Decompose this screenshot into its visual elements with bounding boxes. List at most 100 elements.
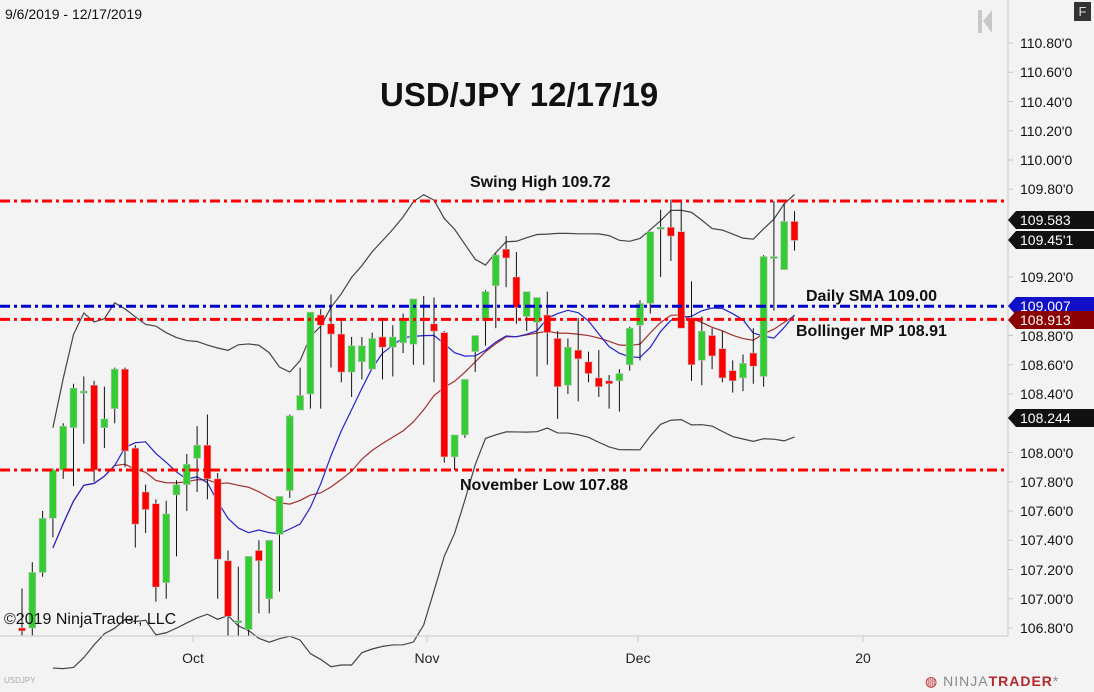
y-tick-label: 107.00'0 [1020, 590, 1074, 607]
y-tick-label: 110.00'0 [1020, 152, 1073, 168]
candle [502, 236, 510, 288]
candle [141, 484, 150, 533]
candle [430, 297, 438, 383]
instrument-label: USDJPY [4, 676, 36, 685]
price-tag: 108.244 [1008, 409, 1094, 427]
candle [265, 539, 274, 614]
ninjatrader-logo: ◍ NINJATRADER* [925, 673, 1060, 689]
y-tick-label: 106.80'0 [1020, 620, 1074, 636]
candle [770, 200, 778, 311]
y-tick-label: 110.20'0 [1020, 122, 1073, 139]
candle [646, 231, 655, 314]
y-tick-label: 107.60'0 [1020, 503, 1074, 519]
y-tick-label: 108.80'0 [1020, 327, 1074, 344]
x-tick-label: 20 [855, 650, 871, 666]
chart-title: USD/JPY 12/17/19 [380, 76, 659, 113]
candle [69, 383, 78, 487]
candle [409, 298, 418, 365]
candle [522, 291, 531, 332]
level-annotation: November Low 107.88 [460, 477, 629, 494]
candle [543, 291, 552, 365]
candle [749, 328, 758, 384]
candle [708, 328, 716, 370]
candle [491, 253, 500, 329]
candle [594, 350, 603, 397]
candle [193, 426, 201, 492]
candle [285, 414, 294, 498]
candle [440, 331, 449, 463]
level-annotation: Swing High 109.72 [470, 174, 611, 191]
level-annotation: Daily SMA 109.00 [806, 288, 938, 305]
candle [316, 309, 325, 409]
y-tick-label: 108.40'0 [1020, 386, 1074, 402]
candle [625, 326, 634, 371]
candle [368, 332, 377, 370]
candle [790, 211, 799, 251]
y-tick-label: 109.20'0 [1020, 269, 1074, 285]
candle [584, 351, 593, 383]
candle [183, 453, 191, 511]
candle [275, 496, 284, 592]
candle [347, 336, 356, 397]
skip-back-icon[interactable] [978, 10, 992, 33]
candle [533, 297, 541, 377]
candle [172, 480, 181, 557]
candle [255, 540, 263, 614]
candle [677, 199, 686, 329]
candle [667, 199, 675, 261]
candle [296, 367, 304, 411]
candle [718, 331, 727, 383]
candle [574, 317, 583, 402]
candle [90, 380, 98, 482]
candle [564, 338, 572, 394]
candle [780, 203, 789, 270]
candle [234, 566, 243, 636]
candle [378, 317, 387, 380]
logo-icon: ◍ [925, 673, 939, 689]
y-tick-label: 108.00'0 [1020, 444, 1074, 461]
y-tick-label: 110.40'0 [1020, 93, 1073, 110]
candle [388, 325, 397, 377]
candle [100, 386, 109, 449]
y-tick-label: 110.60'0 [1020, 64, 1073, 81]
candle [131, 445, 140, 548]
candle [28, 562, 37, 636]
y-tick-label: 107.40'0 [1020, 532, 1074, 549]
candle [337, 317, 346, 383]
candle [203, 414, 212, 500]
candle [358, 336, 366, 380]
candle [80, 376, 88, 444]
candle [605, 374, 613, 409]
candle [38, 511, 47, 577]
y-tick-label: 109.80'0 [1020, 181, 1074, 198]
candle [450, 434, 459, 471]
bollinger-lower [52, 419, 795, 670]
candle [687, 281, 696, 381]
candle [656, 209, 665, 277]
price-tag: 109.583 [1008, 211, 1094, 229]
y-tick-label: 107.20'0 [1020, 561, 1074, 578]
price-tag: 109.007 [1008, 297, 1094, 315]
candle [636, 300, 644, 361]
copyright: ©2019 NinjaTrader, LLC [4, 611, 177, 628]
level-annotation: Bollinger MP 108.91 [796, 323, 947, 340]
candle [162, 500, 170, 599]
y-tick-label: 108.60'0 [1020, 356, 1074, 373]
f-button[interactable]: F [1074, 2, 1091, 21]
candle [306, 311, 315, 409]
candle [121, 367, 129, 468]
candle [213, 472, 222, 599]
candle [49, 468, 57, 538]
candle [224, 550, 232, 636]
candle [739, 354, 747, 392]
x-tick-label: Dec [625, 650, 651, 666]
x-tick-label: Nov [414, 650, 440, 666]
candle [461, 379, 469, 438]
price-tag: 109.45'1 [1008, 231, 1094, 249]
candle [728, 360, 737, 393]
candle [152, 499, 160, 602]
candle [110, 367, 119, 424]
price-tag: 108.913 [1008, 311, 1094, 329]
candle [471, 335, 480, 373]
